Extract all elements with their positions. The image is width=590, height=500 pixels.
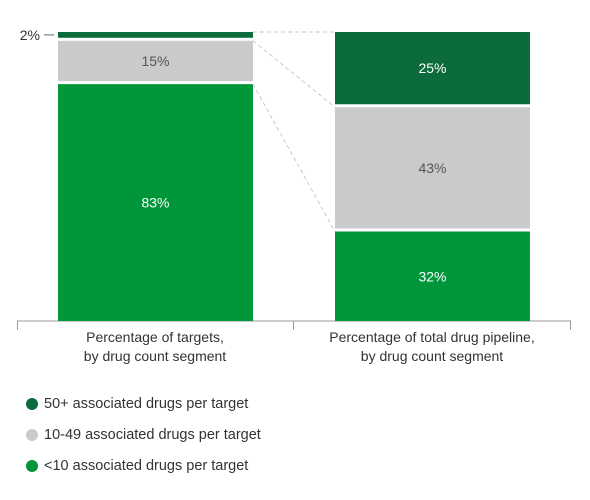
data-label: 15% xyxy=(141,53,169,69)
legend-label: <10 associated drugs per target xyxy=(44,457,249,474)
connector-line xyxy=(252,83,336,232)
data-label: 32% xyxy=(418,268,446,284)
legend-swatch-icon xyxy=(26,459,38,472)
bar-segment xyxy=(335,231,530,321)
data-label: 43% xyxy=(418,160,446,176)
category-label-line: by drug count segment xyxy=(83,348,227,364)
bar-segment xyxy=(335,107,530,229)
legend-label: 10-49 associated drugs per target xyxy=(44,426,261,443)
legend-swatch-icon xyxy=(26,428,38,441)
category-label-targets: Percentage of targets, by drug count seg… xyxy=(17,328,293,366)
data-label: 25% xyxy=(418,60,446,76)
bar-segment xyxy=(58,32,253,38)
legend: 50+ associated drugs per target 10-49 as… xyxy=(26,388,261,481)
category-label-pipeline: Percentage of total drug pipeline, by dr… xyxy=(294,328,570,366)
legend-label: 50+ associated drugs per target xyxy=(44,395,249,412)
legend-swatch-icon xyxy=(26,397,38,410)
bar-segment xyxy=(58,84,253,321)
category-label-line: by drug count segment xyxy=(360,348,504,364)
stacked-bar-chart: 83% 15% 2% 32% 43% 25% xyxy=(17,27,571,330)
bar-segment xyxy=(58,40,253,82)
legend-item-10-49: 10-49 associated drugs per target xyxy=(26,419,261,450)
data-label: 83% xyxy=(141,195,169,211)
legend-item-under-10: <10 associated drugs per target xyxy=(26,450,261,481)
connector-line xyxy=(252,40,336,108)
category-label-line: Percentage of targets, xyxy=(86,329,224,345)
bar-segment xyxy=(335,32,530,105)
data-label: 2% xyxy=(20,27,40,43)
category-label-line: Percentage of total drug pipeline, xyxy=(329,329,535,345)
legend-item-50-plus: 50+ associated drugs per target xyxy=(26,388,261,419)
